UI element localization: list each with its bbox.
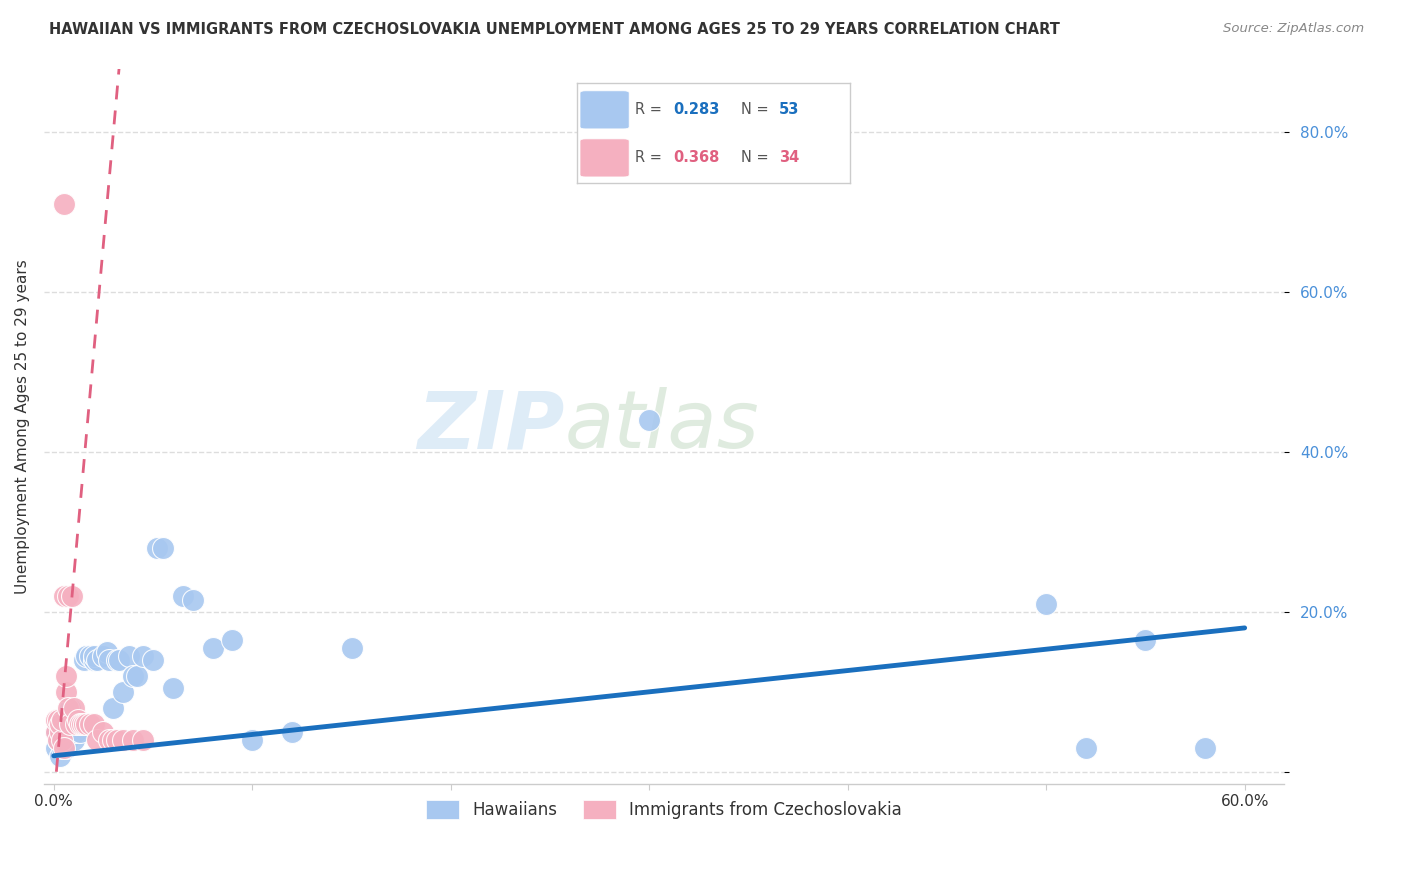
Point [66,713,89,727]
Point [118,648,141,663]
Point [105,653,128,667]
Point [75,648,97,663]
Point [56,701,79,715]
Point [122,732,145,747]
Point [45,724,67,739]
Point [638,413,661,427]
Point [112,685,135,699]
Point [122,669,145,683]
Point [108,653,131,667]
Point [51,740,73,755]
Point [98,653,121,667]
Point [132,732,155,747]
Point [46,713,69,727]
Point [52,197,75,211]
Point [52,740,75,755]
Point [69,716,91,731]
Point [55,685,77,699]
Point [1074,740,1097,755]
Point [112,732,135,747]
Point [146,541,169,555]
Point [59,716,82,731]
Legend: Hawaiians, Immigrants from Czechoslovakia: Hawaiians, Immigrants from Czechoslovaki… [419,793,908,825]
Point [72,716,94,731]
Point [75,716,97,731]
Point [93,648,115,663]
Point [83,648,105,663]
Point [52,732,75,747]
Point [62,701,84,715]
Point [103,701,125,715]
Point [46,732,69,747]
Point [49,724,72,739]
Point [49,724,72,739]
Point [46,716,69,731]
Point [103,732,125,747]
Point [221,632,243,647]
Point [51,732,73,747]
Point [62,732,84,747]
Point [152,541,174,555]
Point [52,589,75,603]
Point [51,713,73,727]
Point [49,748,72,763]
Point [59,701,82,715]
Text: HAWAIIAN VS IMMIGRANTS FROM CZECHOSLOVAKIA UNEMPLOYMENT AMONG AGES 25 TO 29 YEAR: HAWAIIAN VS IMMIGRANTS FROM CZECHOSLOVAK… [49,22,1060,37]
Point [162,681,184,695]
Point [181,593,204,607]
Point [98,732,121,747]
Point [45,724,67,739]
Point [93,724,115,739]
Point [201,640,224,655]
Point [45,713,67,727]
Point [66,716,89,731]
Point [72,653,94,667]
Point [83,653,105,667]
Point [52,716,75,731]
Point [56,732,79,747]
Point [1135,632,1157,647]
Point [55,669,77,683]
Point [1035,597,1057,611]
Point [127,669,149,683]
Point [55,708,77,723]
Y-axis label: Unemployment Among Ages 25 to 29 years: Unemployment Among Ages 25 to 29 years [15,259,30,593]
Point [79,716,101,731]
Point [142,653,165,667]
Point [65,724,87,739]
Point [59,724,82,739]
Point [49,716,72,731]
Point [1194,740,1216,755]
Text: atlas: atlas [565,387,759,465]
Point [132,648,155,663]
Text: ZIP: ZIP [418,387,565,465]
Point [83,716,105,731]
Point [70,716,93,731]
Point [86,653,108,667]
Point [55,740,77,755]
Point [281,724,304,739]
Point [340,640,363,655]
Point [56,589,79,603]
Point [65,716,87,731]
Point [45,740,67,755]
Point [62,713,84,727]
Point [172,589,194,603]
Text: Source: ZipAtlas.com: Source: ZipAtlas.com [1223,22,1364,36]
Point [86,732,108,747]
Point [79,648,101,663]
Point [240,732,263,747]
Point [46,732,69,747]
Point [60,713,83,727]
Point [105,732,128,747]
Point [69,724,91,739]
Point [60,589,83,603]
Point [96,645,118,659]
